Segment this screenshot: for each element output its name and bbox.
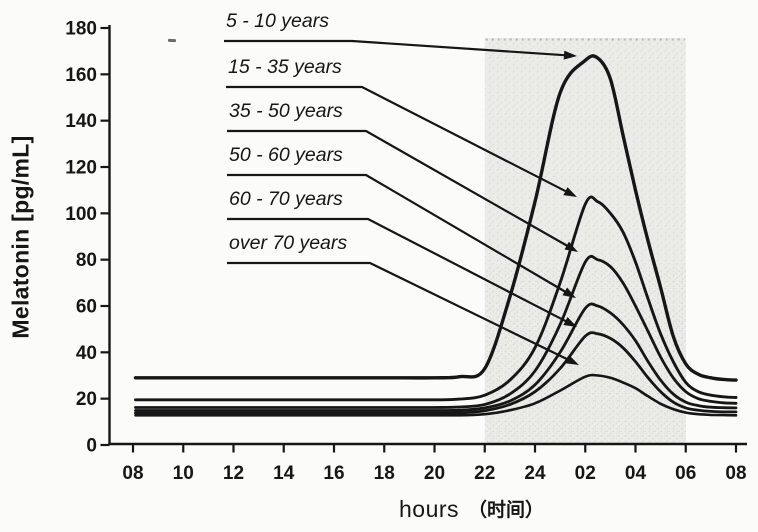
series-leader-15-35-years: [226, 85, 574, 196]
series-label-15-35-years: 15 - 35 years: [228, 56, 342, 78]
curve-over-70-years: [134, 373, 738, 417]
y-tick-label: 120: [65, 157, 97, 178]
x-tick-label: 06: [675, 463, 696, 484]
series-label-over-70-years: over 70 years: [229, 232, 347, 254]
x-tick-label: 08: [122, 463, 143, 484]
y-tick-label: 20: [76, 389, 97, 410]
y-tick-label: 160: [65, 65, 97, 86]
series-arrowhead-35-50-years: [564, 241, 578, 252]
x-tick-label: 14: [273, 463, 295, 484]
x-tick-label: 22: [474, 463, 495, 484]
series-arrowhead-over-70-years: [565, 355, 579, 365]
series-leader-60-70-years: [227, 217, 574, 326]
curve-5-10-years: [133, 54, 738, 382]
y-tick-label: 0: [86, 436, 97, 457]
series-label-5-10-years: 5 - 10 years: [226, 10, 329, 32]
x-tick-label: 18: [374, 463, 395, 484]
y-tick-label: 40: [76, 343, 97, 364]
x-tick-label: 10: [173, 463, 194, 484]
series-arrowhead-15-35-years: [563, 187, 577, 197]
series-arrowhead-60-70-years: [563, 317, 577, 327]
x-tick-label: 02: [575, 463, 596, 484]
x-tick-label: 04: [625, 463, 647, 484]
curve-35-50-years: [134, 254, 738, 409]
x-axis-title-hours: hours: [399, 496, 460, 522]
scan-artifact-dash: [167, 38, 177, 42]
y-tick-label: 100: [65, 204, 97, 225]
y-tick-label: 60: [76, 296, 97, 317]
series-label-60-70-years: 60 - 70 years: [229, 188, 343, 210]
series-leader-50-60-years: [227, 173, 573, 297]
x-axis-title-chinese: （时间）: [468, 500, 545, 521]
series-arrowhead-50-60-years: [562, 287, 576, 298]
curve-15-35-years: [134, 195, 738, 402]
x-tick-label: 24: [524, 463, 546, 484]
series-leader-5-10-years: [224, 39, 573, 57]
curve-60-70-years: [134, 331, 738, 415]
y-tick-label: 80: [76, 250, 97, 271]
series-label-35-50-years: 35 - 50 years: [229, 100, 343, 122]
x-tick-label: 08: [725, 463, 746, 484]
x-axis-title: hours （时间）: [399, 496, 544, 523]
curve-50-60-years: [134, 302, 738, 412]
y-tick-label: 140: [65, 111, 97, 132]
series-leader-over-70-years: [227, 261, 575, 364]
series-leader-35-50-years: [227, 129, 575, 251]
y-tick-label: 180: [65, 18, 97, 39]
x-tick-label: 20: [424, 463, 445, 484]
x-tick-label: 16: [323, 463, 344, 484]
series-arrowhead-5-10-years: [563, 50, 577, 60]
series-label-50-60-years: 50 - 60 years: [229, 144, 343, 166]
x-tick-label: 12: [223, 463, 244, 484]
